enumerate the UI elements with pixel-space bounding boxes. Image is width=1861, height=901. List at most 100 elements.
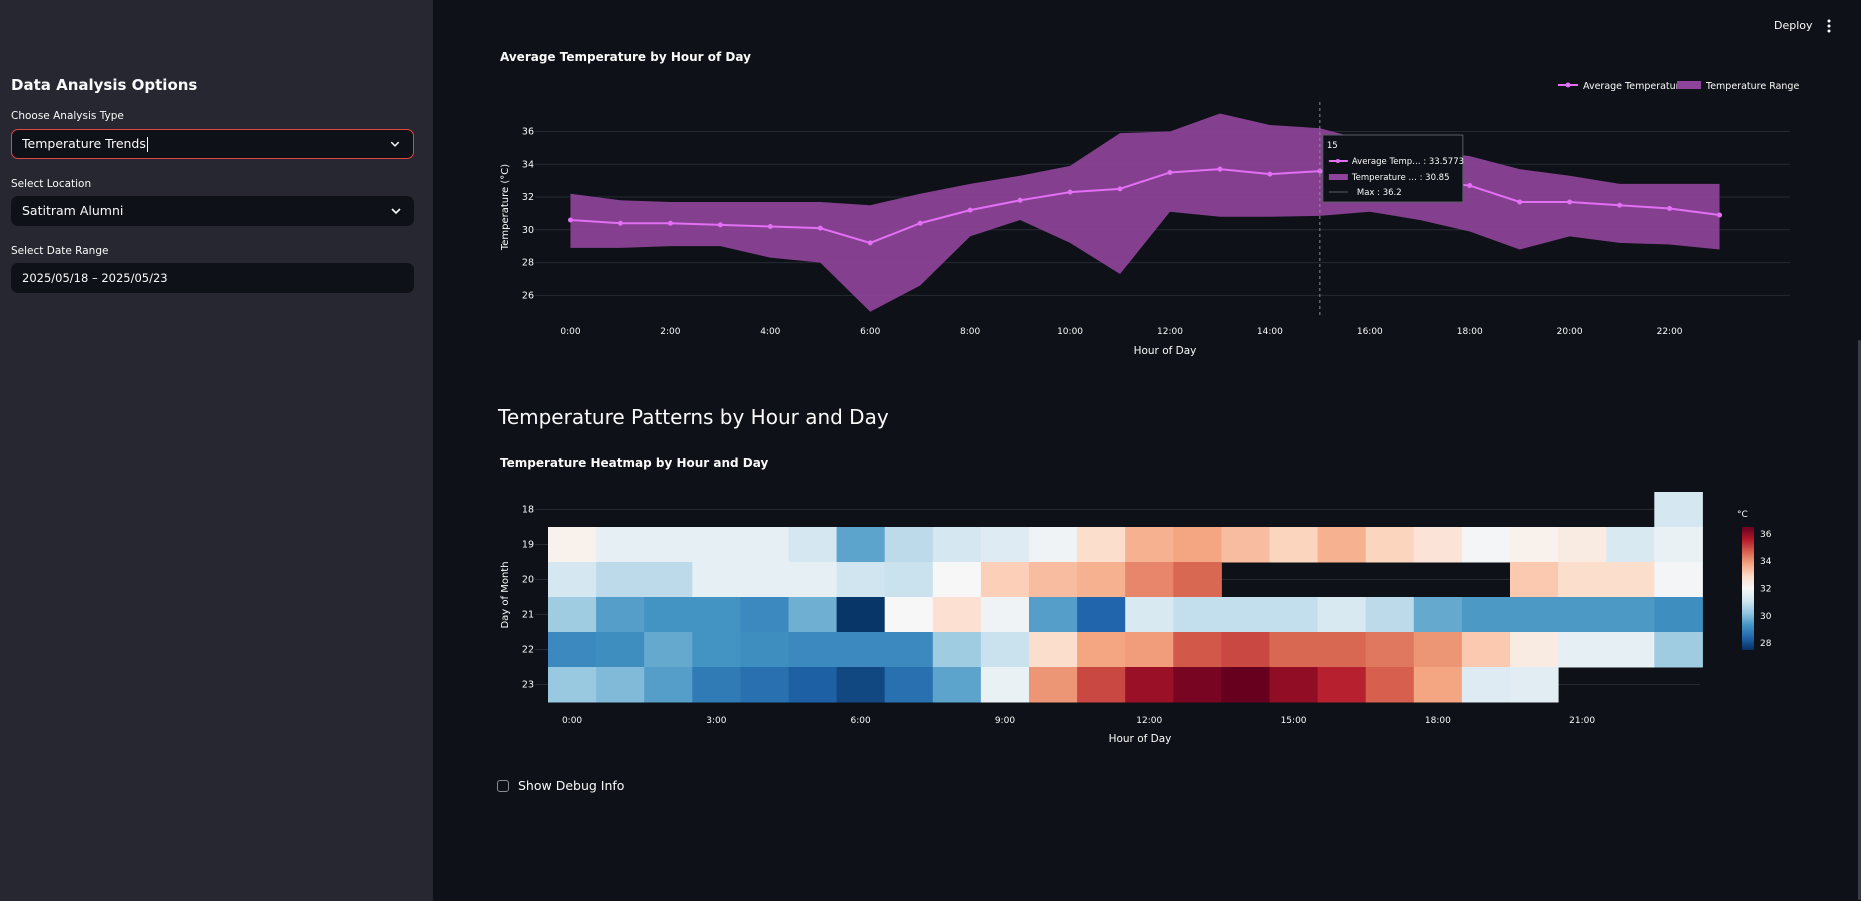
heatmap-cell (1654, 492, 1703, 528)
heatmap-cell (1269, 632, 1319, 668)
heatmap-cell (692, 527, 741, 563)
heatmap-cell (644, 632, 693, 668)
x-tick-label: 6:00 (851, 716, 871, 726)
heatmap-cell (644, 667, 693, 703)
x-tick-label: 20:00 (1557, 327, 1583, 337)
temperature-range-band (570, 113, 1720, 312)
heatmap-cell (548, 632, 597, 668)
heatmap-cell (1461, 527, 1511, 563)
x-axis-label: Hour of Day (1134, 345, 1197, 357)
scrollbar-thumb[interactable] (1858, 340, 1861, 900)
deploy-button[interactable]: Deploy (1774, 19, 1813, 32)
y-tick-label: 19 (522, 540, 534, 551)
x-tick-label: 6:00 (860, 327, 880, 337)
heatmap-cell (1558, 597, 1607, 633)
heatmap-cell (692, 597, 741, 633)
debug-checkbox-label[interactable]: Show Debug Info (518, 778, 625, 793)
heatmap-cell (1606, 632, 1655, 668)
heatmap-cell (1510, 632, 1559, 668)
chevron-down-icon[interactable] (389, 196, 403, 226)
debug-checkbox[interactable] (497, 780, 509, 792)
heatmap-cell (1654, 527, 1703, 563)
heatmap-cell (836, 597, 886, 633)
heatmap-cell (1269, 597, 1319, 633)
heatmap-cell (692, 562, 741, 598)
date-range-input[interactable]: 2025/05/18 – 2025/05/23 (11, 263, 414, 293)
chevron-down-icon[interactable] (388, 130, 402, 158)
heatmap-cell (1029, 597, 1078, 633)
data-point (917, 220, 923, 226)
heatmap-cell (884, 667, 934, 703)
heatmap-cell (1221, 597, 1270, 633)
heatmap-cell (1606, 527, 1655, 563)
data-point (1017, 197, 1023, 203)
heatmap-cell (740, 667, 789, 703)
x-tick-label: 12:00 (1157, 327, 1183, 337)
location-value: Satitram Alumni (22, 203, 124, 218)
heatmap-cell (548, 597, 597, 633)
heatmap-cell (1365, 667, 1415, 703)
heatmap-cell (932, 667, 982, 703)
heatmap-cell (1221, 527, 1270, 563)
heatmap-cell (1317, 597, 1367, 633)
heatmap-title: Temperature Heatmap by Hour and Day (500, 456, 769, 470)
analysis-type-value: Temperature Trends (22, 136, 146, 151)
data-point (767, 224, 773, 230)
kebab-menu-icon[interactable] (1822, 18, 1836, 34)
heatmap-cell (548, 667, 597, 703)
heatmap-cell (932, 632, 982, 668)
legend-avg-marker (1565, 82, 1571, 88)
line-chart[interactable]: 26 28 30 32 34 36 0:00 2:00 4:00 6:00 8:00 10:00 12… (440, 60, 1850, 390)
heatmap-cell (1461, 667, 1511, 703)
y-tick-label: 23 (522, 680, 534, 691)
x-tick-label: 16:00 (1357, 327, 1383, 337)
data-point (1717, 212, 1723, 218)
heatmap-cell (1558, 562, 1607, 598)
heatmap-cell (1029, 667, 1078, 703)
heatmap-cell (788, 597, 838, 633)
line-chart-legend[interactable]: Average Temperature Temperature Range (1558, 81, 1799, 92)
heatmap-cell (1269, 667, 1319, 703)
y-tick-label: 28 (522, 258, 534, 269)
data-point (867, 240, 873, 246)
heatmap-cell (1173, 632, 1222, 668)
data-point (1517, 199, 1523, 205)
x-tick-label: 0:00 (560, 327, 580, 337)
y-tick-label: 34 (522, 159, 534, 170)
x-tick-labels: 0:00 2:00 4:00 6:00 8:00 10:00 12:00 14:00 16:00… (560, 327, 1682, 337)
data-point (1217, 166, 1223, 172)
heatmap-cell (1077, 527, 1126, 563)
heatmap-cell (1365, 597, 1415, 633)
heatmap-cell (1173, 667, 1222, 703)
heatmap-cell (596, 667, 645, 703)
heatmap-cell (788, 527, 838, 563)
heatmap-cell (980, 527, 1030, 563)
location-select[interactable]: Satitram Alumni (11, 196, 414, 226)
data-point (1067, 189, 1073, 195)
x-tick-label: 18:00 (1425, 716, 1451, 726)
analysis-type-select[interactable]: Temperature Trends (11, 129, 414, 159)
data-point (1617, 202, 1623, 208)
heatmap-cell (1029, 632, 1078, 668)
heatmap-cell (980, 667, 1030, 703)
heatmap-cell (1125, 632, 1174, 668)
data-point (1567, 199, 1573, 205)
heatmap-cell (596, 597, 645, 633)
data-point (1317, 168, 1323, 174)
heatmap-cell (1654, 597, 1703, 633)
line-chart-title: Average Temperature by Hour of Day (500, 50, 751, 64)
date-range-value: 2025/05/18 – 2025/05/23 (22, 271, 168, 285)
heatmap-cell (884, 632, 934, 668)
data-point (1117, 186, 1123, 192)
heatmap-cell (836, 632, 886, 668)
heatmap-cell (1029, 527, 1078, 563)
heatmap-chart[interactable]: 18 19 20 21 22 23 0:00 3:00 6:00 9:00 12:00 15:00 1… (440, 470, 1840, 770)
heatmap-cell (1510, 562, 1559, 598)
data-point (1167, 169, 1173, 175)
x-tick-label: 18:00 (1457, 327, 1483, 337)
tooltip-max: Max : 36.2 (1357, 188, 1402, 198)
heatmap-cell (1461, 597, 1511, 633)
heatmap-colorbar: °C 28 30 32 34 36 (1737, 510, 1772, 650)
heatmap-cell (596, 562, 645, 598)
heatmap-cell (1029, 562, 1078, 598)
